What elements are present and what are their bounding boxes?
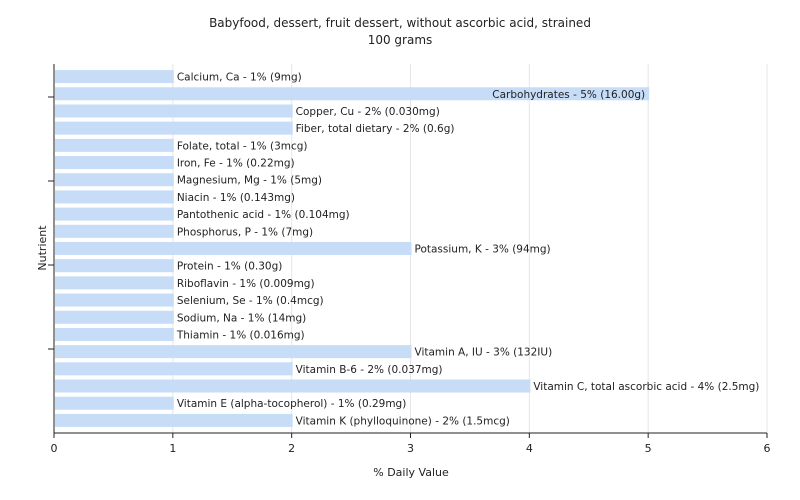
x-tick-label: 2 (288, 442, 295, 455)
bar-label: Phosphorus, P - 1% (7mg) (177, 226, 313, 238)
bar (55, 379, 531, 393)
bar (55, 362, 293, 376)
bar-label: Selenium, Se - 1% (0.4mcg) (177, 295, 324, 307)
bar-label: Pantothenic acid - 1% (0.104mg) (177, 209, 350, 221)
x-tick-label: 5 (645, 442, 652, 455)
bar (55, 224, 174, 238)
bar-label: Vitamin K (phylloquinone) - 2% (1.5mcg) (296, 415, 510, 427)
bar (55, 70, 174, 84)
bar (55, 190, 174, 204)
bar-label: Potassium, K - 3% (94mg) (415, 244, 551, 256)
bar-label: Protein - 1% (0.30g) (177, 261, 283, 273)
axes: 0 1 2 3 4 5 6 (48, 64, 771, 455)
x-tick-label: 3 (407, 442, 414, 455)
bar-label: Copper, Cu - 2% (0.030mg) (296, 106, 440, 118)
bar (55, 87, 650, 101)
bar-label: Riboflavin - 1% (0.009mg) (177, 278, 315, 290)
bar-label: Vitamin C, total ascorbic acid - 4% (2.5… (533, 381, 759, 393)
bar-label: Fiber, total dietary - 2% (0.6g) (296, 123, 455, 135)
bar (55, 276, 174, 290)
x-tick-label: 0 (51, 442, 58, 455)
bar (55, 413, 293, 427)
x-tick-label: 4 (526, 442, 533, 455)
chart-subtitle: 100 grams (368, 33, 433, 47)
bar (55, 104, 293, 118)
bars: Calcium, Ca - 1% (9mg) Carbohydrates - 5%… (55, 70, 759, 427)
bar (55, 121, 293, 135)
x-axis-label: % Daily Value (373, 466, 449, 479)
bar-label: Vitamin B-6 - 2% (0.037mg) (296, 364, 443, 376)
bar-label: Magnesium, Mg - 1% (5mg) (177, 175, 322, 187)
bar-label: Niacin - 1% (0.143mg) (177, 192, 295, 204)
bar (55, 259, 174, 273)
bar (55, 396, 174, 410)
bar (55, 156, 174, 170)
chart-title: Babyfood, dessert, fruit dessert, withou… (209, 16, 591, 30)
bar-label: Thiamin - 1% (0.016mg) (176, 329, 305, 341)
bar (55, 327, 174, 341)
bar (55, 242, 412, 255)
bar (55, 293, 174, 307)
bar-label: Folate, total - 1% (3mcg) (177, 140, 308, 152)
bar (55, 207, 174, 221)
bar (55, 173, 174, 187)
bar-label: Carbohydrates - 5% (16.00g) (492, 89, 645, 101)
x-tick-label: 1 (169, 442, 176, 455)
bar (55, 138, 174, 152)
bar-label: Calcium, Ca - 1% (9mg) (177, 72, 302, 84)
bar-label: Sodium, Na - 1% (14mg) (177, 312, 306, 324)
bar-label: Vitamin A, IU - 3% (132IU) (415, 347, 553, 359)
y-axis-label: Nutrient (36, 225, 49, 271)
bar-label: Iron, Fe - 1% (0.22mg) (177, 158, 295, 170)
bar (55, 345, 412, 359)
bar-label: Vitamin E (alpha-tocopherol) - 1% (0.29m… (177, 398, 406, 410)
x-tick-label: 6 (764, 442, 771, 455)
bar (55, 310, 174, 324)
